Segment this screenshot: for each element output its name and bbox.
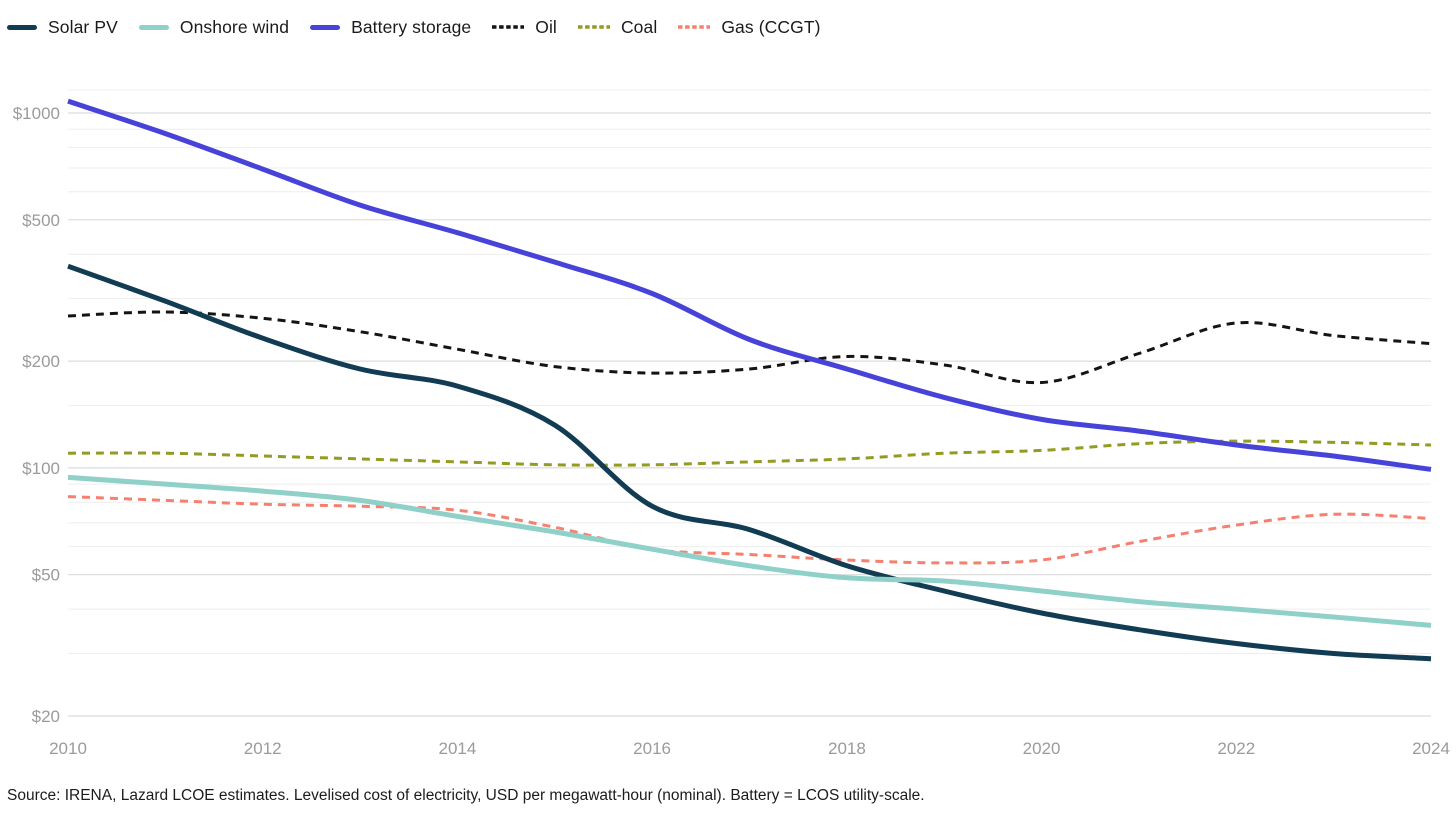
legend-swatch-battery-storage: [310, 24, 341, 30]
x-axis-label-2016: 2016: [633, 739, 671, 758]
legend-label-coal: Coal: [620, 16, 658, 37]
legend-swatch-onshore-wind: [138, 24, 169, 30]
legend-item-oil: Oil: [492, 17, 557, 38]
x-axis-label-2022: 2022: [1217, 739, 1255, 758]
series-line-solar-pv: [67, 263, 1432, 662]
legend-label-solar-pv: Solar PV: [48, 16, 118, 37]
series-line-onshore-wind: [67, 474, 1432, 628]
y-axis-label-1000: $1000: [13, 104, 60, 123]
legend-label-gas-ccgt: Gas (CCGT): [721, 16, 821, 37]
legend-item-battery-storage: Battery storage: [310, 17, 471, 38]
x-axis-label-2010: 2010: [49, 739, 87, 758]
legend-swatch-solar-pv: [7, 24, 37, 30]
y-axis-label-50: $50: [32, 566, 60, 585]
legend-item-coal: Coal: [577, 16, 658, 38]
series-line-battery-storage: [67, 98, 1432, 472]
legend-item-solar-pv: Solar PV: [7, 17, 118, 38]
legend-item-onshore-wind: Onshore wind: [138, 16, 290, 38]
source-note: Source: IRENA, Lazard LCOE estimates. Le…: [7, 787, 925, 804]
series-line-gas-ccgt: [67, 495, 1432, 565]
x-axis-label-2020: 2020: [1023, 739, 1061, 758]
x-axis-label-2018: 2018: [828, 739, 866, 758]
x-axis-label-2014: 2014: [438, 739, 476, 758]
legend-label-oil: Oil: [535, 16, 557, 37]
chart-legend: Solar PV Onshore wind Battery storage Oil Co…: [7, 13, 821, 41]
legend-swatch-oil: [492, 25, 525, 29]
x-axis-label-2024: 2024: [1412, 739, 1450, 758]
x-axis-label-2012: 2012: [244, 739, 282, 758]
y-axis-label-100: $100: [22, 459, 60, 478]
legend-label-onshore-wind: Onshore wind: [179, 16, 290, 37]
legend-label-battery-storage: Battery storage: [351, 16, 472, 37]
series-line-oil: [67, 310, 1432, 385]
y-axis-label-20: $20: [32, 707, 60, 726]
legend-item-gas-ccgt: Gas (CCGT): [678, 17, 820, 38]
legend-swatch-gas-ccgt: [678, 25, 711, 29]
y-axis-label-200: $200: [22, 352, 60, 371]
y-axis-label-500: $500: [22, 211, 60, 230]
legend-swatch-coal: [577, 25, 610, 29]
